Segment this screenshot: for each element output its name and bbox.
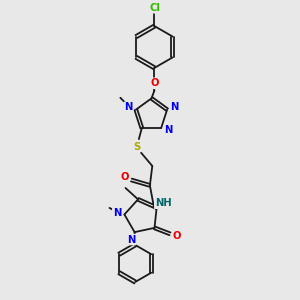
Text: N: N [113,208,121,218]
Text: S: S [134,142,141,152]
Text: Cl: Cl [149,3,160,13]
Text: NH: NH [155,198,171,208]
Text: O: O [172,231,181,241]
Text: O: O [150,78,159,88]
Text: N: N [124,102,133,112]
Text: O: O [121,172,129,182]
Text: N: N [164,125,173,135]
Text: N: N [170,102,179,112]
Text: N: N [128,235,136,244]
